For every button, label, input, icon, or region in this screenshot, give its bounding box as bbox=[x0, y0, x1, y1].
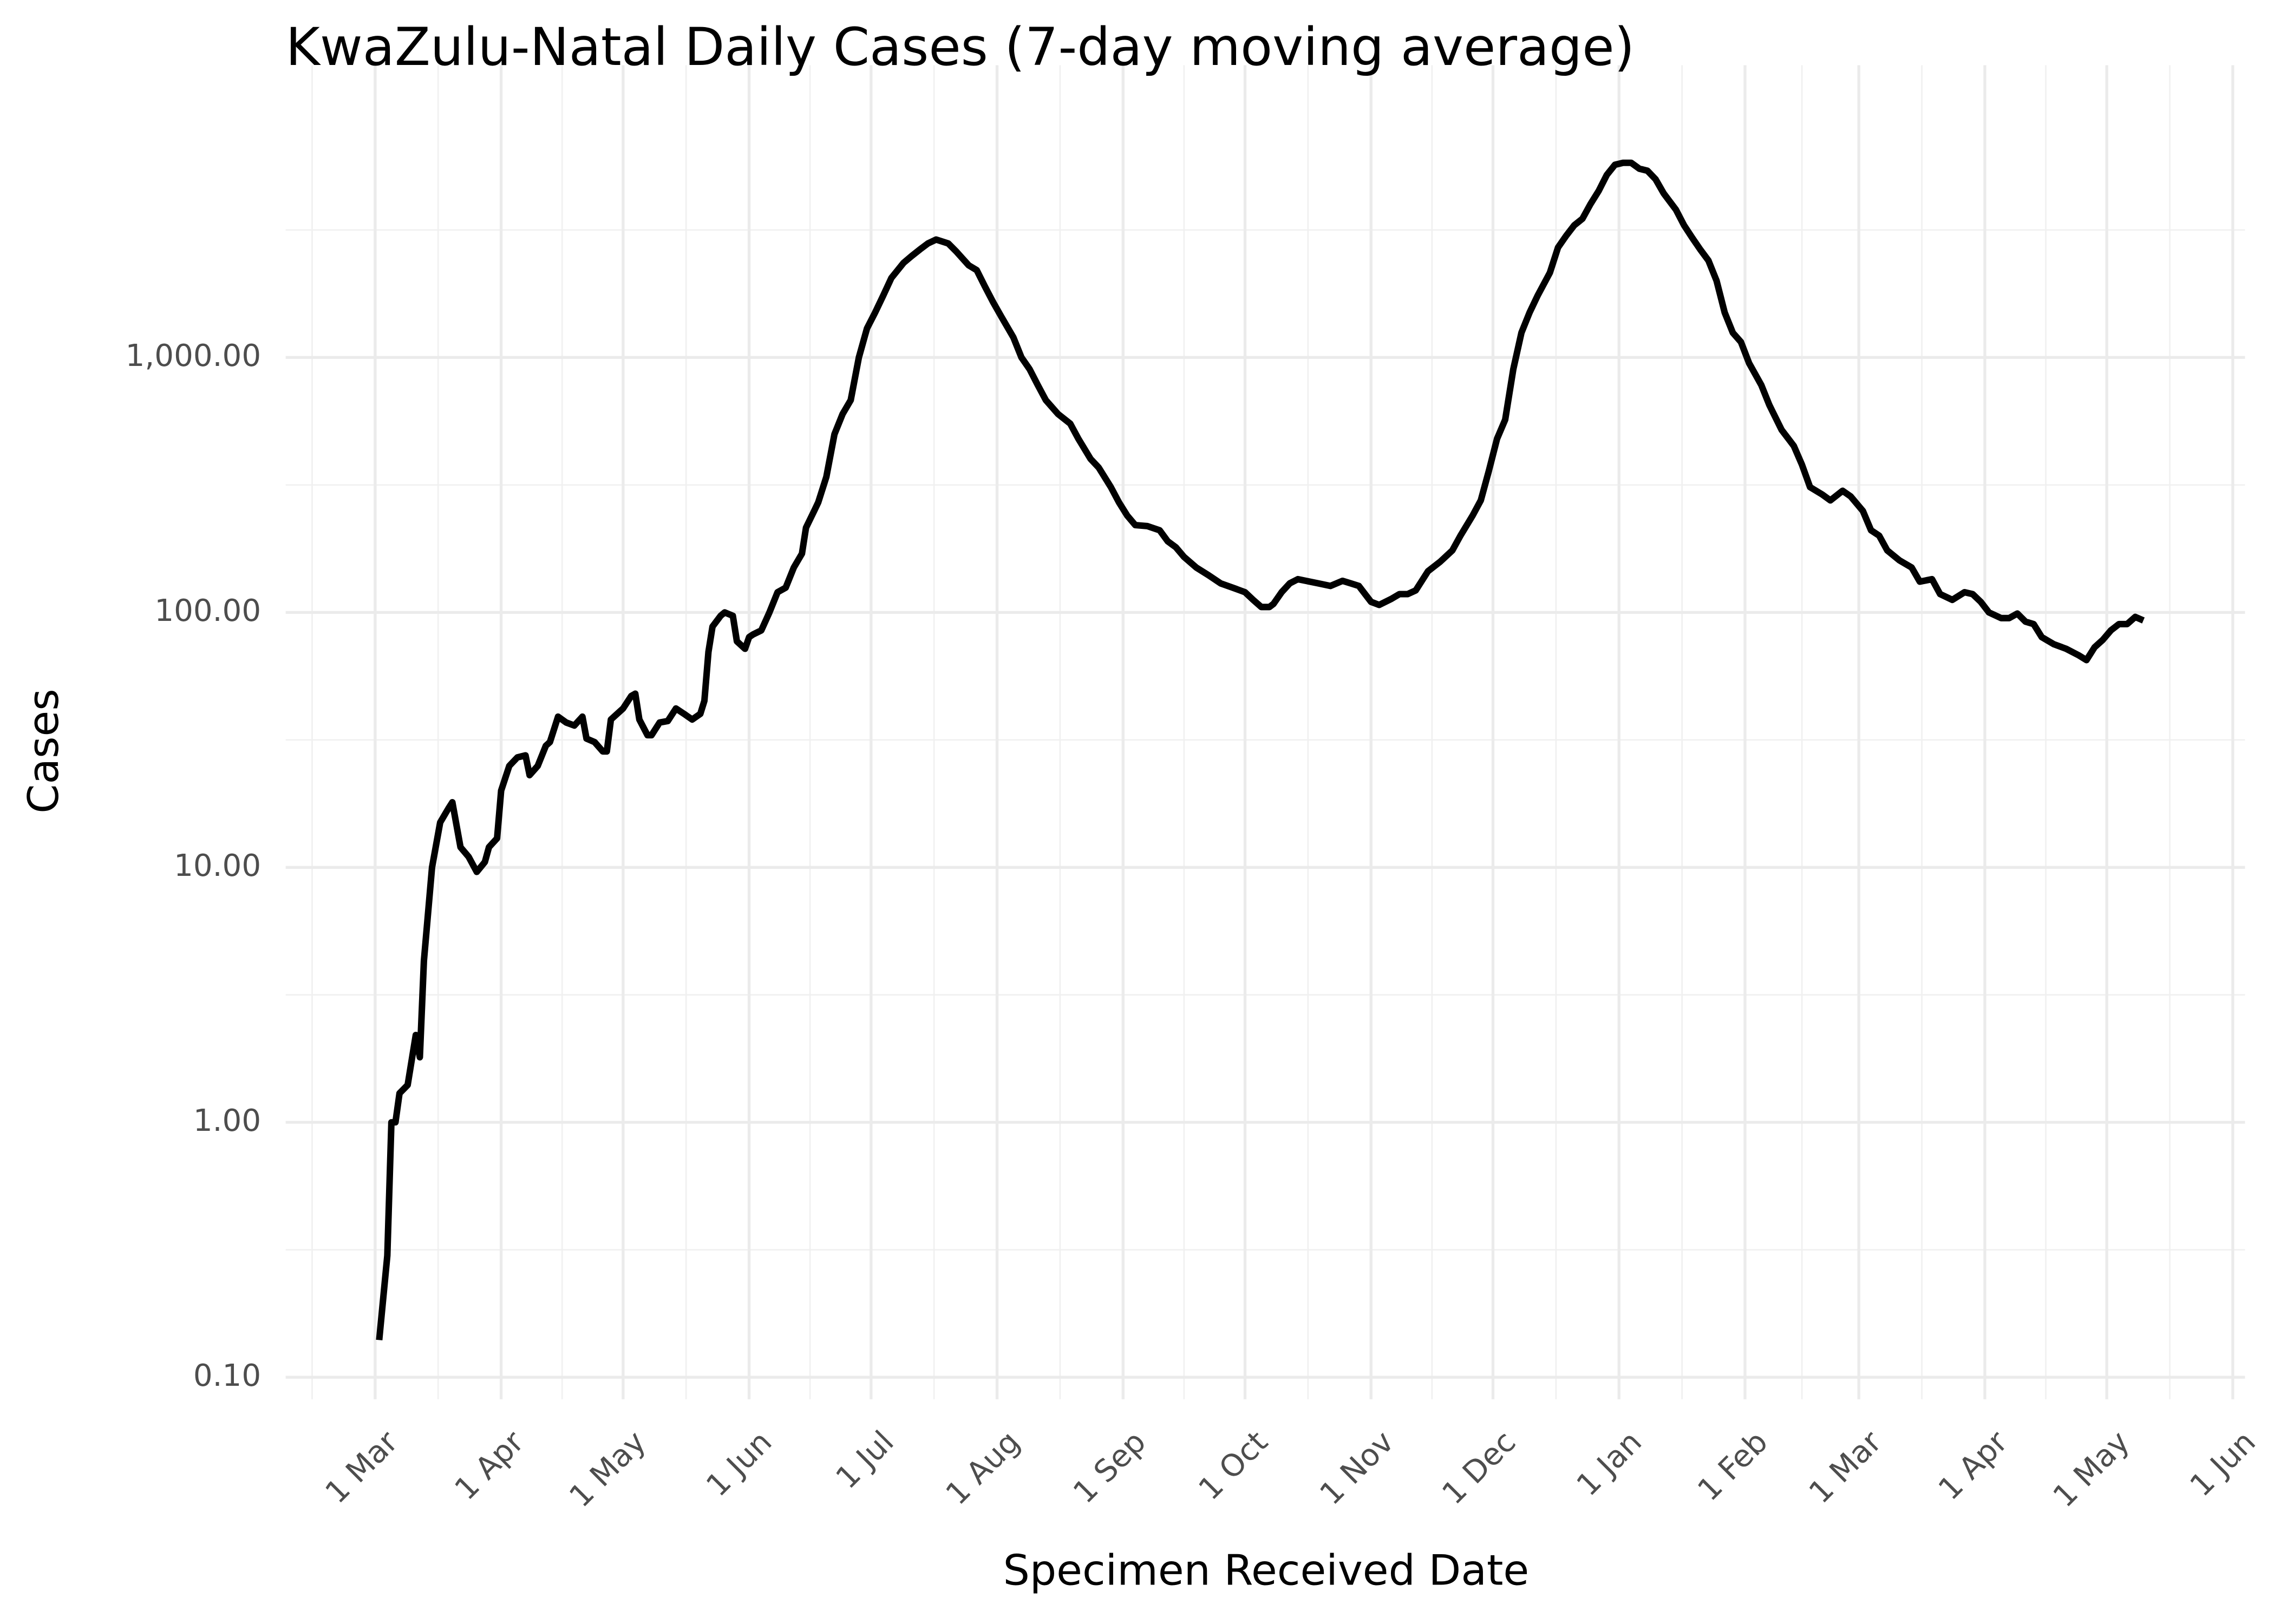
y-axis-title: Cases bbox=[19, 689, 68, 814]
y-tick-label: 10.00 bbox=[174, 848, 261, 883]
marks bbox=[376, 159, 2145, 1340]
x-axis-title: Specimen Received Date bbox=[1003, 1547, 1530, 1595]
y-tick-label: 100.00 bbox=[154, 593, 261, 628]
y-tick-label: 0.10 bbox=[193, 1358, 261, 1393]
chart-title: KwaZulu-Natal Daily Cases (7-day moving … bbox=[286, 17, 1635, 77]
grid bbox=[285, 65, 2245, 1399]
y-tick-label: 1,000.00 bbox=[126, 338, 261, 374]
data-line bbox=[376, 159, 2145, 1340]
y-tick-label: 1.00 bbox=[193, 1103, 261, 1138]
